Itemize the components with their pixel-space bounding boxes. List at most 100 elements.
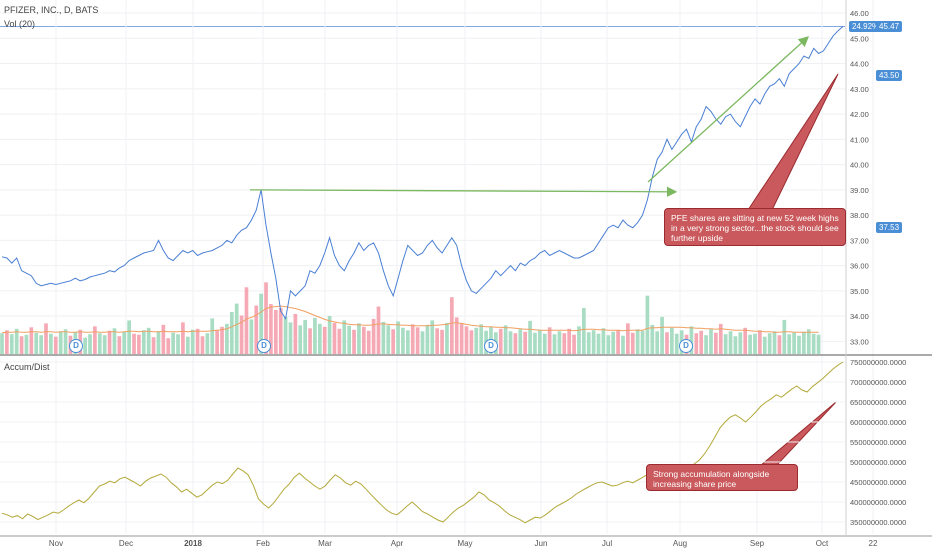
volume-bar xyxy=(454,317,459,354)
volume-bar xyxy=(229,312,234,354)
volume-bar xyxy=(264,282,268,354)
volume-bar xyxy=(777,335,782,354)
accum-dist-label[interactable]: Accum/Dist xyxy=(4,362,50,372)
volume-bar xyxy=(606,335,611,354)
price-series xyxy=(1,26,844,320)
price-callout[interactable]: PFE shares are sitting at new 52 week hi… xyxy=(664,208,846,246)
volume-bar xyxy=(611,331,616,354)
price-tick-label: 45.00 xyxy=(850,34,869,43)
volume-bar xyxy=(88,334,92,354)
accum-grid xyxy=(0,361,845,523)
volume-bar xyxy=(132,333,136,354)
price-grid xyxy=(0,0,874,534)
volume-bar xyxy=(401,327,405,354)
volume-bar xyxy=(327,315,332,354)
volume-bar xyxy=(518,329,523,354)
volume-bar xyxy=(34,332,39,354)
price-tick-label: 33.00 xyxy=(850,337,869,346)
volume-bar xyxy=(190,329,195,354)
volume-bar xyxy=(342,320,347,354)
volume-bar xyxy=(694,333,699,354)
volume-bar xyxy=(225,323,229,354)
accum-tick-label: 450000000.0000 xyxy=(850,478,906,487)
volume-bar xyxy=(9,334,14,354)
volume-bar xyxy=(533,332,537,354)
dividend-marker[interactable]: D xyxy=(69,339,83,353)
volume-bar xyxy=(601,328,606,354)
volume-indicator-label[interactable]: Vol (20) xyxy=(4,19,36,29)
volume-bar xyxy=(288,322,293,354)
volume-bar xyxy=(376,306,381,354)
volume-bar xyxy=(410,324,415,354)
volume-bar xyxy=(557,331,562,354)
volume-bar xyxy=(391,329,396,354)
price-tick-label: 35.00 xyxy=(850,287,869,296)
volume-bar xyxy=(445,322,449,354)
volume-bar xyxy=(718,323,723,354)
price-tick-label: 34.00 xyxy=(850,312,869,321)
accum-callout[interactable]: Strong accumulation alongside increasing… xyxy=(646,464,798,491)
time-tick-label: Nov xyxy=(49,539,63,548)
volume-bar xyxy=(151,337,156,354)
volume-bar xyxy=(313,317,317,354)
volume-bar xyxy=(738,332,743,354)
volume-bar xyxy=(396,321,400,354)
price-tick-label: 46.00 xyxy=(850,9,869,18)
volume-bar xyxy=(102,335,107,354)
time-tick-label: Dec xyxy=(119,539,133,548)
accum-series xyxy=(1,361,844,524)
volume-bar xyxy=(122,331,127,354)
volume-bar xyxy=(650,324,655,354)
volume-bar xyxy=(14,328,19,354)
time-tick-label: Apr xyxy=(391,539,404,548)
dividend-marker[interactable]: D xyxy=(484,339,498,353)
time-tick-label: Oct xyxy=(816,539,829,548)
price-level-badge-lower: 37.53 xyxy=(876,222,903,233)
price-tick-label: 42.00 xyxy=(850,110,869,119)
volume-bar xyxy=(19,336,24,354)
volume-bars xyxy=(0,282,821,354)
volume-bar xyxy=(308,328,312,354)
price-tick-label: 36.00 xyxy=(850,262,869,271)
volume-bar xyxy=(0,333,4,354)
volume-bar xyxy=(405,330,410,354)
volume-bar xyxy=(728,331,733,354)
time-tick-label: 2018 xyxy=(184,539,202,548)
volume-bar xyxy=(552,334,557,354)
dividend-marker[interactable]: D xyxy=(679,339,693,353)
volume-bar xyxy=(181,322,185,354)
volume-bar xyxy=(146,327,151,354)
volume-bar xyxy=(772,331,777,354)
volume-bar xyxy=(269,304,273,354)
volume-bar xyxy=(626,323,630,354)
volume-bar xyxy=(156,331,161,354)
volume-bar xyxy=(137,334,141,354)
price-line xyxy=(1,26,844,320)
time-tick-label: Mar xyxy=(318,539,332,548)
time-tick-label: May xyxy=(457,539,472,548)
volume-bar xyxy=(97,333,102,354)
volume-bar xyxy=(464,326,469,354)
volume-bar xyxy=(303,319,307,354)
dividend-marker[interactable]: D xyxy=(257,339,271,353)
volume-bar xyxy=(753,333,757,354)
symbol-title: PFIZER, INC., D, BATS xyxy=(4,5,99,15)
volume-bar xyxy=(117,336,122,354)
volume-bar xyxy=(239,315,244,354)
volume-bar xyxy=(283,316,288,354)
volume-bar xyxy=(322,326,327,354)
volume-bar xyxy=(542,333,547,354)
volume-bar xyxy=(498,328,503,354)
time-tick-label: Aug xyxy=(673,539,687,548)
volume-bar xyxy=(93,326,97,354)
volume-bar xyxy=(161,324,166,354)
volume-bar xyxy=(528,320,532,354)
volume-bar xyxy=(645,295,650,354)
accum-tick-label: 400000000.0000 xyxy=(850,498,906,507)
time-tick-label: Jun xyxy=(535,539,548,548)
volume-bar xyxy=(704,335,708,354)
resistance-arrow xyxy=(249,186,678,197)
volume-bar xyxy=(347,325,351,354)
